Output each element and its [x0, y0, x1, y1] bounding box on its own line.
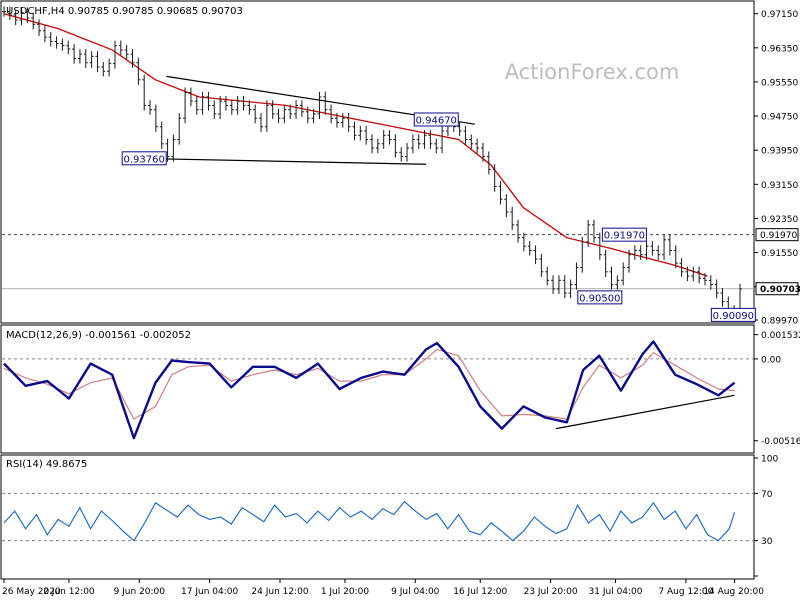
price-ytick-label: 0.97150	[761, 10, 798, 20]
price-annotation-label: 0.90500	[579, 293, 620, 304]
macd-panel-frame	[0, 324, 755, 454]
macd-signal-line	[3, 348, 735, 420]
x-tick-label: 17 Jun 04:00	[181, 587, 238, 597]
watermark: ActionForex.com	[505, 60, 680, 84]
price-annotation-label: 0.94670	[416, 115, 457, 126]
rsi-panel: RSI(14) 49.8675 100 70 30	[0, 454, 778, 580]
x-tick-label: 16 Jul 12:00	[453, 587, 507, 597]
price-ytick-label: 0.92350	[761, 215, 798, 225]
price-annotation-box	[710, 307, 756, 322]
rsi-ytick-label: 100	[761, 455, 778, 465]
price-annotation-label: 0.93760	[124, 154, 165, 165]
level-line-tag-box	[755, 228, 799, 242]
price-annotation-label: 0.91970	[604, 231, 645, 242]
x-tick-label: 9 Jun 20:00	[114, 587, 166, 597]
x-tick-label: 2 Jun 12:00	[43, 587, 95, 597]
rsi-panel-frame	[0, 454, 755, 580]
x-tick-label: 1 Jul 20:00	[321, 587, 370, 597]
chart-header: USDCHF,H4 0.90785 0.90785 0.90685 0.9070…	[6, 6, 243, 17]
price-panel-frame	[0, 0, 755, 324]
price-ytick-label: 0.93150	[761, 181, 798, 191]
price-ytick-label: 0.89970	[761, 317, 798, 327]
sma-line	[3, 13, 708, 277]
x-tick-label: 23 Jul 20:00	[524, 587, 578, 597]
x-tick-label: 26 May 2020	[2, 587, 61, 597]
price-panel: USDCHF,H4 0.90785 0.90785 0.90685 0.9070…	[0, 0, 800, 327]
price-trendline-2	[133, 157, 427, 165]
rsi-line	[3, 500, 736, 542]
level-line-tag: 0.91970	[760, 231, 797, 241]
x-tick-label: 7 Aug 12:00	[658, 587, 713, 597]
current-price-tag-box	[755, 282, 799, 296]
price-ytick-label: 0.96350	[761, 44, 798, 54]
macd-ytick-label: 0.00	[761, 355, 781, 365]
macd-ytick-label: -0.005164	[761, 437, 800, 447]
price-ytick-label: 0.95550	[761, 78, 798, 88]
macd-ytick-label: 0.001532	[761, 331, 800, 341]
price-annotation-box	[601, 227, 647, 242]
x-tick-label: 31 Jul 04:00	[589, 587, 643, 597]
current-price-tag: 0.90703	[760, 285, 800, 295]
price-ytick-label: 0.91550	[761, 249, 798, 259]
price-annotation-box	[577, 290, 623, 305]
price-ytick-label: 0.94750	[761, 113, 798, 123]
macd-main-line	[3, 340, 736, 440]
macd-trendline	[555, 394, 735, 430]
price-ytick-label: 0.93950	[761, 147, 798, 157]
price-annotation-box	[121, 151, 167, 166]
price-annotation-label: 0.90090	[713, 311, 754, 322]
rsi-ytick-label: 70	[761, 490, 773, 500]
x-tick-label: 14 Aug 20:00	[703, 587, 764, 597]
x-tick-label: 9 Jul 04:00	[391, 587, 440, 597]
rsi-ytick-label: 30	[761, 537, 773, 547]
macd-panel: MACD(12,26,9) -0.001561 -0.002052 0.0015…	[0, 324, 800, 454]
rsi-label: RSI(14) 49.8675	[6, 459, 87, 470]
x-tick-label: 24 Jun 12:00	[251, 587, 308, 597]
macd-label: MACD(12,26,9) -0.001561 -0.002052	[6, 330, 191, 341]
price-annotation-box	[413, 112, 459, 127]
